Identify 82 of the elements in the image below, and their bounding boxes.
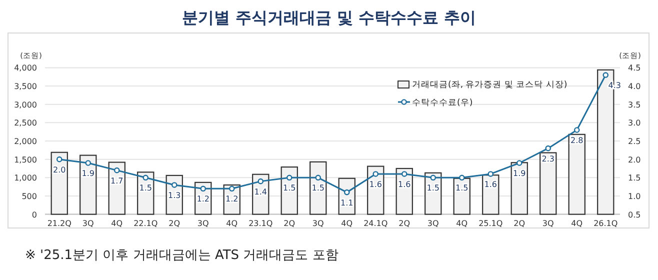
- x-tick-label: 21.2Q: [47, 219, 72, 228]
- data-label: 1.5: [139, 184, 152, 193]
- data-label: 1.2: [196, 194, 210, 204]
- y-tick-label: 1,000: [14, 174, 37, 183]
- x-tick-label: 3Q: [197, 219, 209, 228]
- data-label: 1.2: [226, 194, 238, 204]
- point: [286, 174, 292, 181]
- y2-tick-label: 1.5: [628, 174, 641, 183]
- y2-tick-label: 1.0: [628, 192, 641, 201]
- point: [258, 178, 264, 184]
- data-label: 1.5: [283, 184, 296, 193]
- point: [545, 145, 552, 152]
- data-label: 1.7: [110, 176, 124, 186]
- y2-tick-label: 2.0: [628, 155, 641, 164]
- y2-tick-label: 4.0: [628, 82, 641, 92]
- x-tick-label: 25.1Q: [478, 219, 503, 228]
- x-tick-label: 24.1Q: [364, 219, 388, 228]
- data-label: 1.1: [340, 198, 354, 208]
- point: [602, 72, 609, 78]
- point: [430, 174, 436, 181]
- point: [200, 186, 206, 192]
- point: [516, 160, 522, 166]
- x-tick-label: 3Q: [82, 219, 94, 228]
- data-label: 1.6: [484, 180, 497, 189]
- x-tick-label: 23.1Q: [248, 219, 273, 228]
- y-tick-label: 0: [32, 210, 37, 220]
- y2-tick-label: 4.5: [628, 64, 641, 73]
- data-label: 1.5: [456, 184, 468, 193]
- y2-tick-label: 2.5: [628, 137, 641, 146]
- x-tick-label: 3Q: [427, 219, 439, 228]
- point: [171, 182, 178, 188]
- point: [458, 174, 465, 181]
- point: [315, 174, 322, 181]
- data-label: 1.5: [426, 184, 440, 193]
- y-tick-label: 4,000: [14, 64, 37, 73]
- data-label: 2.3: [542, 154, 554, 164]
- x-tick-label: 2Q: [398, 219, 410, 228]
- legend-label: 수탁수수료(우): [412, 98, 473, 108]
- data-label: 2.8: [570, 136, 584, 146]
- data-label: 1.6: [369, 180, 382, 189]
- point: [401, 171, 408, 177]
- point: [228, 186, 235, 192]
- text: ※ '25.1분기 이후 거래대금에는 ATS 거래대금도 포함: [25, 248, 338, 263]
- y-tick-label: 2,500: [14, 118, 37, 128]
- x-tick-label: 4Q: [111, 219, 123, 228]
- y-tick-label: 1,500: [14, 155, 37, 164]
- y2-tick-label: 3.0: [628, 118, 641, 128]
- x-tick-label: 26.1Q: [594, 219, 618, 228]
- x-tick-label: 2Q: [284, 219, 296, 228]
- point: [56, 156, 62, 162]
- data-label: 1.9: [82, 168, 94, 178]
- y-tick-label: 3,500: [14, 82, 37, 92]
- x-tick-label: 4Q: [456, 219, 468, 228]
- x-tick-label: 3Q: [542, 219, 554, 228]
- y2-tick-label: 3.5: [628, 100, 641, 110]
- x-tick-label: 2Q: [514, 219, 526, 228]
- data-label: 1.6: [398, 180, 411, 189]
- bar: [568, 134, 586, 215]
- legend-label: 거래대금(좌, 유가증권 및 코스닥 시장): [412, 80, 568, 90]
- x-tick-label: 4Q: [226, 219, 238, 228]
- point: [488, 171, 494, 177]
- point: [344, 189, 350, 196]
- x-tick-label: 3Q: [312, 219, 324, 228]
- y-tick-label: 2,000: [14, 137, 37, 146]
- data-label: 2.0: [53, 165, 66, 174]
- point: [142, 174, 149, 181]
- point: [574, 127, 580, 133]
- x-tick-label: 2Q: [168, 219, 180, 228]
- y2-tick-label: 0.5: [628, 210, 641, 220]
- point: [372, 171, 379, 177]
- chart-title: 분기별 주식거래대금 및 수탁수수료 추이: [182, 8, 476, 27]
- point: [114, 167, 120, 174]
- data-label: 1.5: [312, 184, 324, 193]
- x-tick-label: 4Q: [341, 219, 353, 228]
- y-tick-label: 3,000: [14, 100, 37, 110]
- x-tick-label: 4Q: [571, 219, 583, 228]
- data-label: 1.3: [168, 190, 181, 200]
- point: [85, 160, 92, 166]
- y-tick-label: 500: [22, 192, 37, 201]
- x-tick-label: 22.1Q: [134, 219, 158, 228]
- data-label: 1.9: [513, 168, 526, 178]
- data-label: 1.4: [254, 187, 267, 196]
